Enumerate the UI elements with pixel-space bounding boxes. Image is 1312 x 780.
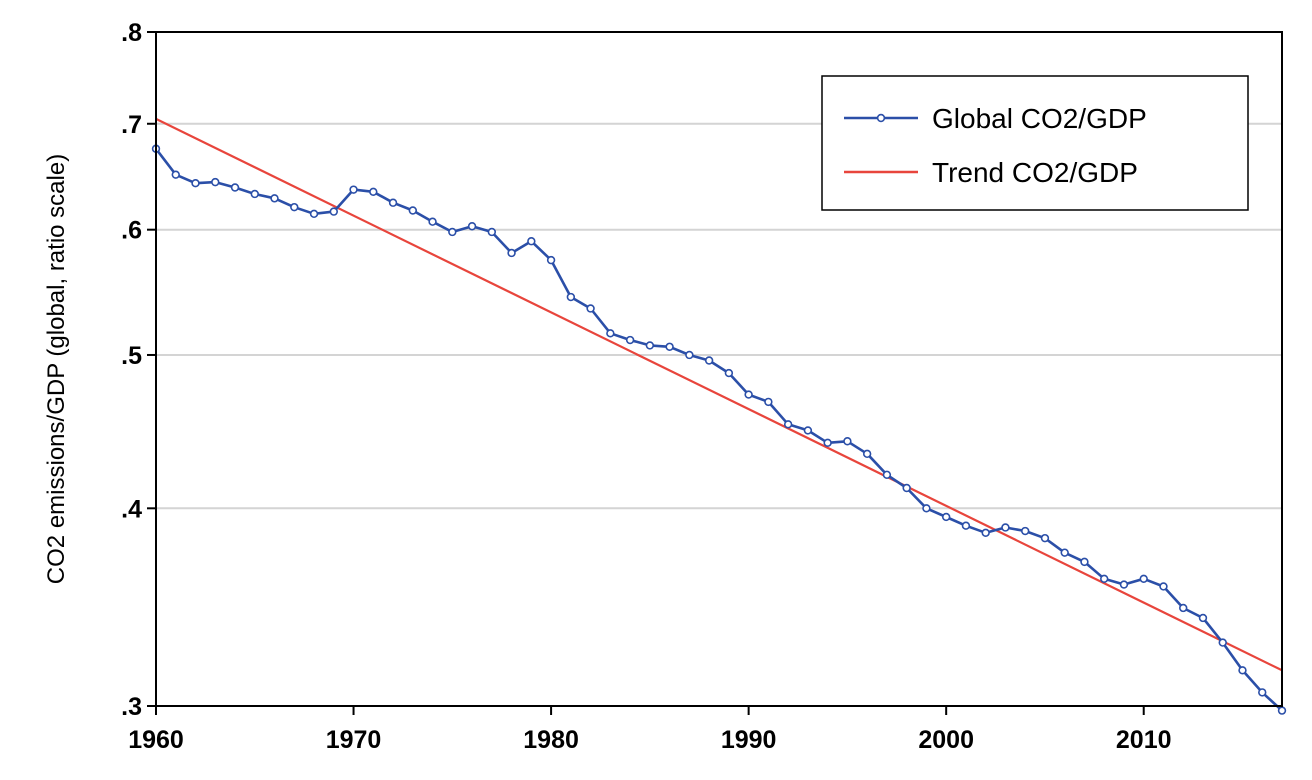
- data-point: [1040, 533, 1050, 543]
- data-point: [566, 292, 576, 302]
- legend-box: [821, 75, 1249, 211]
- data-point: [507, 248, 516, 258]
- data-point: [329, 207, 338, 216]
- y-tick-label: .4: [121, 495, 142, 523]
- series-line-global: [154, 148, 1283, 712]
- data-point: [764, 397, 773, 407]
- plot-frame: [155, 31, 1283, 707]
- data-point: [191, 178, 200, 188]
- data-point: [645, 341, 655, 350]
- y-tick-label: .3: [121, 693, 142, 721]
- y-tick-label: .5: [121, 342, 142, 370]
- data-point: [290, 202, 299, 212]
- x-tick-label: 1990: [721, 726, 777, 754]
- data-point: [428, 217, 437, 226]
- data-point: [823, 438, 832, 448]
- data-point: [1119, 580, 1129, 589]
- x-tick-label: 1970: [326, 726, 382, 754]
- data-point: [922, 504, 931, 513]
- data-point: [665, 342, 674, 351]
- data-point: [467, 222, 477, 231]
- data-point: [349, 185, 358, 194]
- y-axis: .3 .4 .5 .6 .7 .8: [121, 19, 156, 721]
- y-tick-label: .8: [121, 19, 142, 47]
- data-point: [230, 183, 240, 192]
- x-axis: 1960 1970 1980 1990 2000 2010: [128, 706, 1172, 754]
- data-point: [704, 356, 714, 365]
- y-tick-label: .6: [121, 217, 142, 245]
- data-point: [902, 483, 911, 493]
- data-point: [961, 521, 971, 530]
- legend-label-trend: Trend CO2/GDP: [932, 157, 1138, 188]
- data-point: [1238, 666, 1247, 675]
- data-point: [843, 437, 852, 446]
- legend-marker-global: [876, 113, 886, 123]
- data-point: [724, 368, 734, 378]
- data-point: [1218, 638, 1227, 647]
- data-point: [1139, 574, 1148, 584]
- data-point: [862, 449, 872, 459]
- data-point: [1179, 603, 1188, 613]
- legend: Global CO2/GDP Trend CO2/GDP: [821, 75, 1249, 211]
- data-point: [941, 512, 951, 522]
- data-point: [1020, 526, 1030, 536]
- y-tick-label: .7: [121, 111, 142, 139]
- data-point: [309, 209, 319, 219]
- data-point: [250, 189, 259, 199]
- data-point: [1100, 574, 1109, 584]
- x-tick-label: 2010: [1116, 726, 1172, 754]
- data-point: [546, 255, 556, 265]
- data-point: [783, 420, 793, 429]
- data-point: [527, 237, 536, 246]
- series-layer: [151, 117, 1287, 715]
- data-point: [1159, 582, 1168, 591]
- data-point: [1060, 548, 1069, 557]
- data-point: [803, 426, 813, 435]
- data-point: [1001, 523, 1010, 532]
- x-tick-label: 1980: [523, 726, 579, 754]
- data-point: [1080, 557, 1089, 567]
- data-point: [487, 227, 497, 237]
- series-line-trend: [155, 117, 1283, 672]
- data-point: [1258, 688, 1267, 697]
- legend-label-global: Global CO2/GDP: [932, 103, 1147, 134]
- data-point: [408, 206, 418, 215]
- x-tick-label: 2000: [918, 726, 974, 754]
- data-point: [448, 227, 457, 237]
- data-point: [270, 194, 279, 203]
- data-point: [1198, 613, 1208, 623]
- data-point: [211, 177, 220, 187]
- data-point: [586, 304, 595, 313]
- data-point: [625, 335, 635, 345]
- y-axis-title: CO2 emissions/GDP (global, ratio scale): [43, 154, 70, 584]
- data-point: [171, 170, 180, 179]
- data-point: [981, 528, 990, 537]
- data-point: [1277, 706, 1287, 715]
- x-tick-label: 1960: [128, 726, 184, 754]
- data-point: [882, 470, 892, 479]
- data-point: [744, 390, 753, 399]
- data-point: [388, 198, 398, 207]
- data-point: [606, 329, 615, 338]
- data-point: [369, 187, 378, 197]
- data-point: [685, 350, 694, 360]
